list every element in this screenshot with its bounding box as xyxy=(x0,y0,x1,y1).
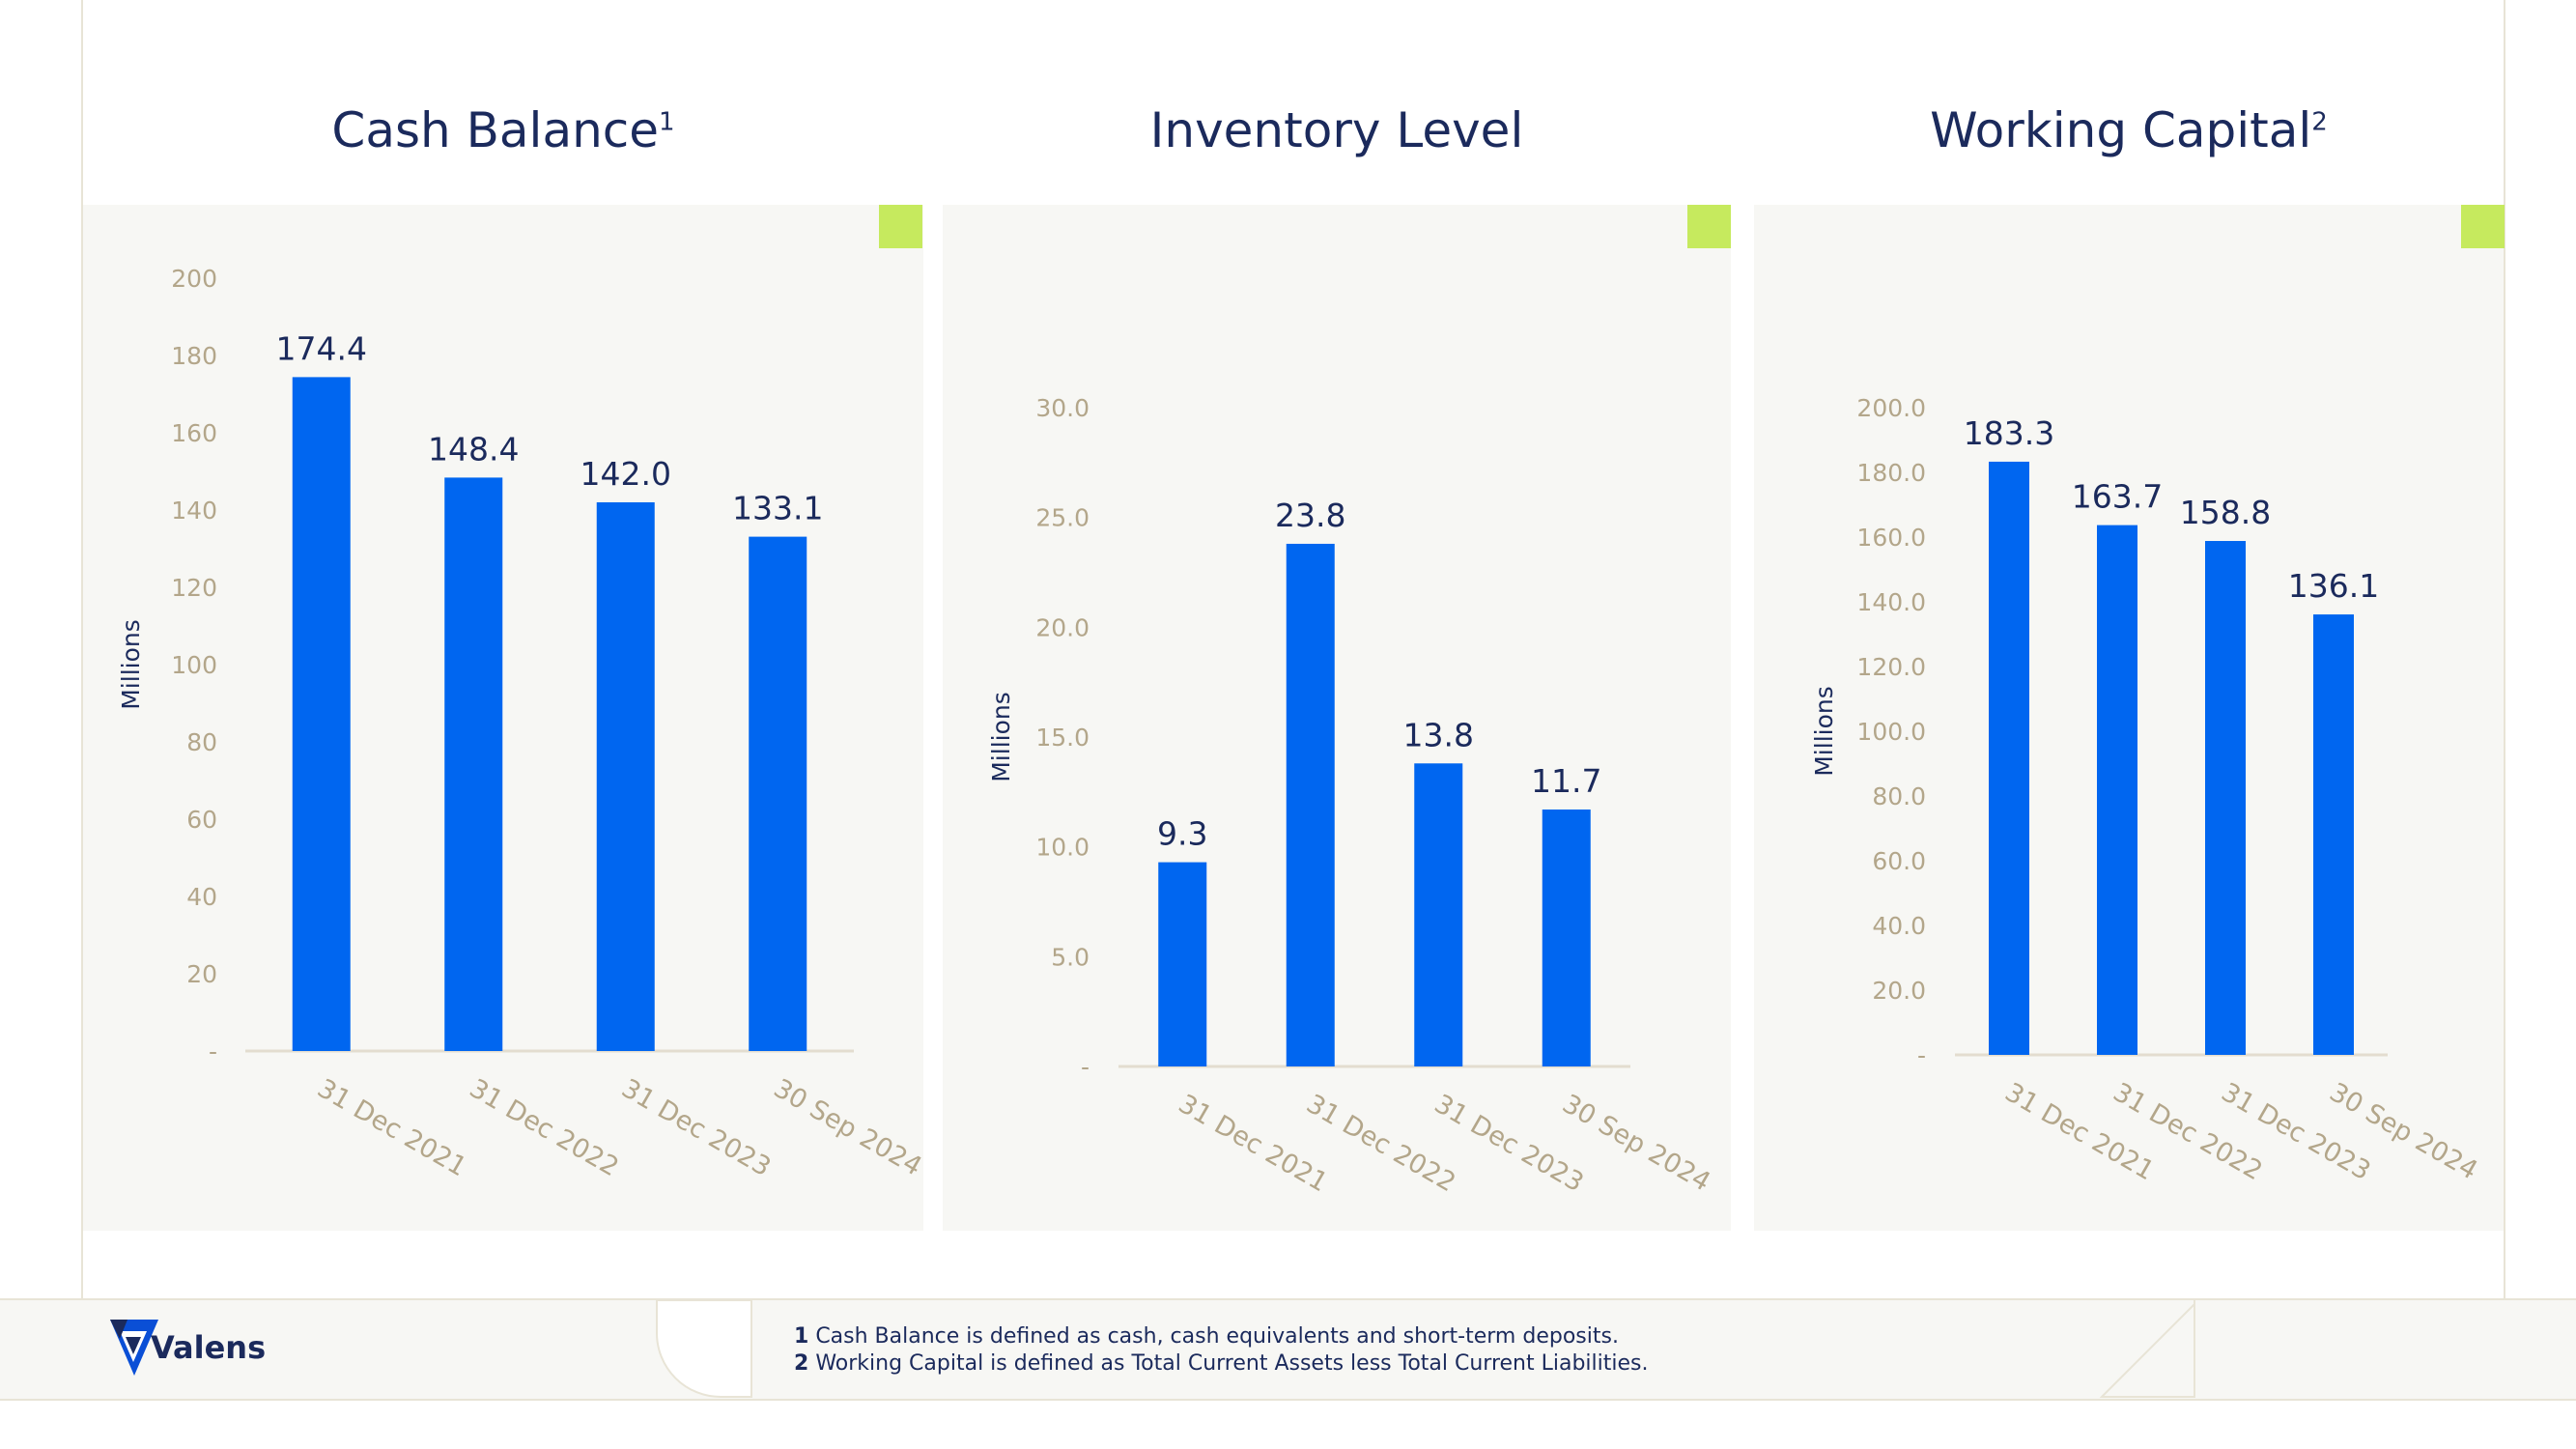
cash-y-tick-label: 200 xyxy=(171,265,217,293)
cash-bar xyxy=(749,536,807,1051)
cash-balance-accent-square xyxy=(879,205,922,248)
working-capital-bar xyxy=(2313,614,2354,1055)
cash-y-tick-label: 40 xyxy=(186,883,217,911)
cash-balance-title: Cash Balance1 xyxy=(83,102,923,158)
cash-y-tick-label: - xyxy=(209,1037,217,1065)
inventory-y-tick-label: 25.0 xyxy=(1035,504,1090,532)
inventory-y-tick-label: 5.0 xyxy=(1051,943,1090,971)
valens-logo-text: Valens xyxy=(151,1329,267,1366)
cash-value-label: 142.0 xyxy=(580,455,671,493)
working-capital-value-label: 158.8 xyxy=(2180,494,2271,531)
inventory-bar xyxy=(1158,862,1207,1066)
working-capital-y-tick-label: 40.0 xyxy=(1872,912,1926,940)
inventory-value-label: 13.8 xyxy=(1403,716,1474,753)
working-capital-accent-square xyxy=(2461,205,2505,248)
valens-logo-icon xyxy=(110,1320,158,1376)
cash-y-tick-label: 140 xyxy=(171,497,217,525)
inventory-y-axis-label: Millions xyxy=(987,692,1015,782)
working-capital-bar xyxy=(1989,461,2029,1055)
working-capital-y-tick-label: 140.0 xyxy=(1856,588,1926,616)
working-capital-y-tick-label: 200.0 xyxy=(1856,394,1926,422)
inventory-y-tick-label: 30.0 xyxy=(1035,394,1090,422)
cash-y-tick-label: 100 xyxy=(171,651,217,679)
inventory-value-label: 23.8 xyxy=(1275,497,1345,534)
footnote-2-text: Working Capital is defined as Total Curr… xyxy=(815,1351,1649,1376)
cash-y-tick-label: 120 xyxy=(171,574,217,602)
working-capital-y-tick-label: 20.0 xyxy=(1872,977,1926,1005)
working-capital-y-tick-label: 60.0 xyxy=(1872,847,1926,875)
working-capital-bar xyxy=(2097,525,2137,1055)
working-capital-value-label: 163.7 xyxy=(2072,478,2163,516)
cash-bar xyxy=(292,377,351,1051)
inventory-y-tick-label: - xyxy=(1081,1053,1090,1081)
cash-bar xyxy=(444,477,503,1051)
inventory-level-accent-square xyxy=(1687,205,1731,248)
working-capital-title-text: Working Capital xyxy=(1930,102,2312,158)
cash-value-label: 148.4 xyxy=(428,430,519,468)
working-capital-y-tick-label: 100.0 xyxy=(1856,718,1926,746)
cash-balance-title-text: Cash Balance xyxy=(331,102,660,158)
inventory-bar xyxy=(1542,810,1591,1066)
inventory-y-tick-label: 15.0 xyxy=(1035,724,1090,752)
cash-y-tick-label: 180 xyxy=(171,342,217,370)
footnote-1: 1 Cash Balance is defined as cash, cash … xyxy=(794,1323,1649,1350)
footnotes: 1 Cash Balance is defined as cash, cash … xyxy=(794,1323,1649,1378)
footnote-1-number: 1 xyxy=(794,1324,809,1349)
cash-y-tick-label: 60 xyxy=(186,806,217,834)
inventory-bar xyxy=(1414,763,1463,1066)
footnote-2: 2 Working Capital is defined as Total Cu… xyxy=(794,1350,1649,1378)
inventory-y-tick-label: 10.0 xyxy=(1035,834,1090,862)
cash-y-tick-label: 20 xyxy=(186,960,217,988)
left-frame-line xyxy=(81,0,83,1397)
cash-value-label: 174.4 xyxy=(276,329,367,367)
working-capital-value-label: 183.3 xyxy=(1964,414,2054,452)
inventory-level-title: Inventory Level xyxy=(943,102,1731,158)
working-capital-value-label: 136.1 xyxy=(2288,567,2379,605)
working-capital-y-axis-label: Millions xyxy=(1810,686,1838,777)
inventory-value-label: 9.3 xyxy=(1157,815,1207,853)
footnote-2-number: 2 xyxy=(794,1351,809,1376)
working-capital-title: Working Capital2 xyxy=(1754,102,2504,158)
cash-y-tick-label: 80 xyxy=(186,728,217,756)
cash-balance-footnote-marker: 1 xyxy=(659,107,675,137)
working-capital-y-tick-label: 120.0 xyxy=(1856,653,1926,681)
inventory-bar xyxy=(1286,543,1335,1066)
inventory-value-label: 11.7 xyxy=(1531,762,1601,800)
working-capital-y-tick-label: 80.0 xyxy=(1872,782,1926,810)
working-capital-y-tick-label: 180.0 xyxy=(1856,459,1926,487)
footer-bar xyxy=(0,1298,2576,1401)
working-capital-y-tick-label: - xyxy=(1917,1041,1926,1069)
right-frame-line xyxy=(2504,0,2505,1333)
cash-value-label: 133.1 xyxy=(732,490,823,527)
inventory-level-title-text: Inventory Level xyxy=(1149,102,1524,158)
working-capital-bar xyxy=(2205,541,2246,1055)
footnote-1-text: Cash Balance is defined as cash, cash eq… xyxy=(815,1324,1619,1349)
cash-y-axis-label: Millions xyxy=(117,619,145,710)
cash-y-tick-label: 160 xyxy=(171,419,217,447)
inventory-y-tick-label: 20.0 xyxy=(1035,613,1090,641)
cash-bar xyxy=(596,502,655,1051)
inventory-level-panel xyxy=(943,205,1731,1231)
working-capital-footnote-marker: 2 xyxy=(2311,107,2328,137)
working-capital-y-tick-label: 160.0 xyxy=(1856,524,1926,552)
